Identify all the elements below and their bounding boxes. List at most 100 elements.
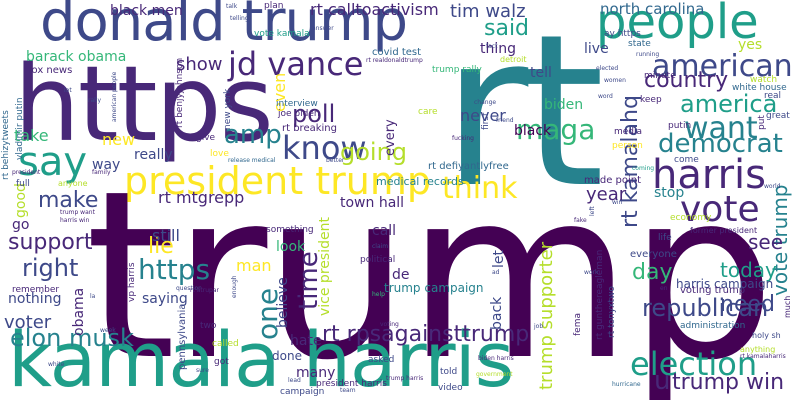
word: government: [476, 371, 513, 378]
word: answer: [312, 25, 334, 32]
word: america: [680, 90, 778, 118]
word: rally: [88, 97, 102, 104]
word: back: [489, 296, 505, 330]
word: campaign: [280, 387, 325, 397]
word: better: [326, 157, 345, 164]
word: question: [176, 285, 202, 292]
word: fact: [486, 43, 498, 50]
word: say: [18, 139, 88, 185]
word: minute: [644, 71, 676, 81]
word: rt breaking: [282, 123, 337, 134]
word: republican: [642, 294, 769, 322]
word: political: [360, 255, 396, 265]
word: joe biden: [278, 109, 320, 119]
word: think: [442, 171, 518, 206]
word: rt rpsagainsttrump: [322, 322, 530, 347]
word: thing: [480, 41, 517, 57]
word: help: [372, 291, 385, 298]
word: many: [296, 365, 336, 381]
word: show: [176, 54, 223, 75]
word: man: [236, 256, 272, 275]
word: told: [440, 367, 458, 377]
word: rt defiyantlyfree: [428, 161, 509, 172]
word: care: [418, 107, 438, 117]
word: rt calltoactivism: [310, 0, 439, 19]
word: year: [586, 184, 627, 205]
word: made point: [584, 175, 642, 186]
word: poll: [292, 100, 336, 128]
word: white: [48, 361, 65, 368]
word: fema: [573, 313, 583, 336]
word: running: [636, 51, 660, 58]
word: win: [612, 199, 623, 206]
word: anyone: [58, 179, 88, 188]
word: vice president: [317, 217, 333, 316]
word: way: [92, 157, 121, 173]
word: voter: [4, 312, 52, 333]
word: harris: [652, 152, 767, 198]
word: family: [92, 169, 111, 176]
word: tell: [530, 65, 552, 81]
word: saying: [142, 291, 188, 307]
word: take: [14, 126, 49, 145]
word: country: [644, 68, 729, 93]
word: u: [654, 366, 671, 396]
word: something: [266, 225, 314, 235]
word: everyone: [630, 249, 677, 260]
word: fox news: [28, 65, 73, 76]
word: voting: [380, 321, 399, 328]
word: release medical: [228, 157, 276, 164]
word: medical records: [376, 175, 464, 188]
word: holy sh: [752, 331, 781, 340]
word: democrat: [658, 129, 783, 159]
word: person: [612, 141, 643, 151]
word: american: [652, 49, 793, 84]
word: media: [614, 127, 643, 137]
word: elected: [596, 65, 619, 72]
word: fucking: [452, 135, 474, 142]
word: american people: [111, 71, 118, 122]
word: still: [152, 226, 180, 245]
word: remember: [12, 285, 60, 295]
word: vote: [680, 189, 760, 230]
word: look: [276, 239, 306, 255]
word: watch: [750, 75, 778, 85]
word: amp: [224, 120, 282, 150]
word: talk: [226, 3, 238, 10]
word: rt kamalahq: [618, 95, 643, 228]
word: yes: [738, 37, 763, 53]
word: state: [628, 39, 651, 49]
word: trump: [85, 141, 776, 400]
word: make: [38, 188, 99, 213]
word: obama: [71, 287, 87, 336]
word: ay https: [604, 29, 641, 39]
word: harris campaign: [676, 277, 774, 291]
word: asked: [368, 355, 395, 365]
word: lie: [148, 234, 174, 259]
word: stop: [654, 185, 685, 201]
word: vp harris: [127, 262, 137, 302]
word: trump harris: [386, 375, 424, 382]
word: elon musk: [10, 324, 134, 352]
word: white house: [732, 83, 787, 93]
word: much: [783, 295, 792, 318]
word: friend: [496, 117, 514, 124]
word: done: [272, 349, 302, 363]
word: real: [764, 91, 782, 101]
word: election: [630, 345, 758, 383]
word: two: [200, 321, 217, 331]
word: world: [764, 183, 781, 190]
word: putin: [668, 121, 692, 131]
word: maga: [516, 113, 596, 146]
word: change: [474, 99, 497, 106]
word: rt behizytweets: [1, 110, 11, 180]
word: left: [589, 206, 596, 216]
word: rt benjyjohnson: [175, 57, 185, 128]
word: trump supporter: [536, 241, 557, 390]
word: barack obama: [26, 49, 127, 65]
word: believe: [275, 277, 291, 328]
word: need: [720, 292, 775, 317]
word: video: [438, 383, 463, 393]
word: anything: [740, 345, 776, 354]
